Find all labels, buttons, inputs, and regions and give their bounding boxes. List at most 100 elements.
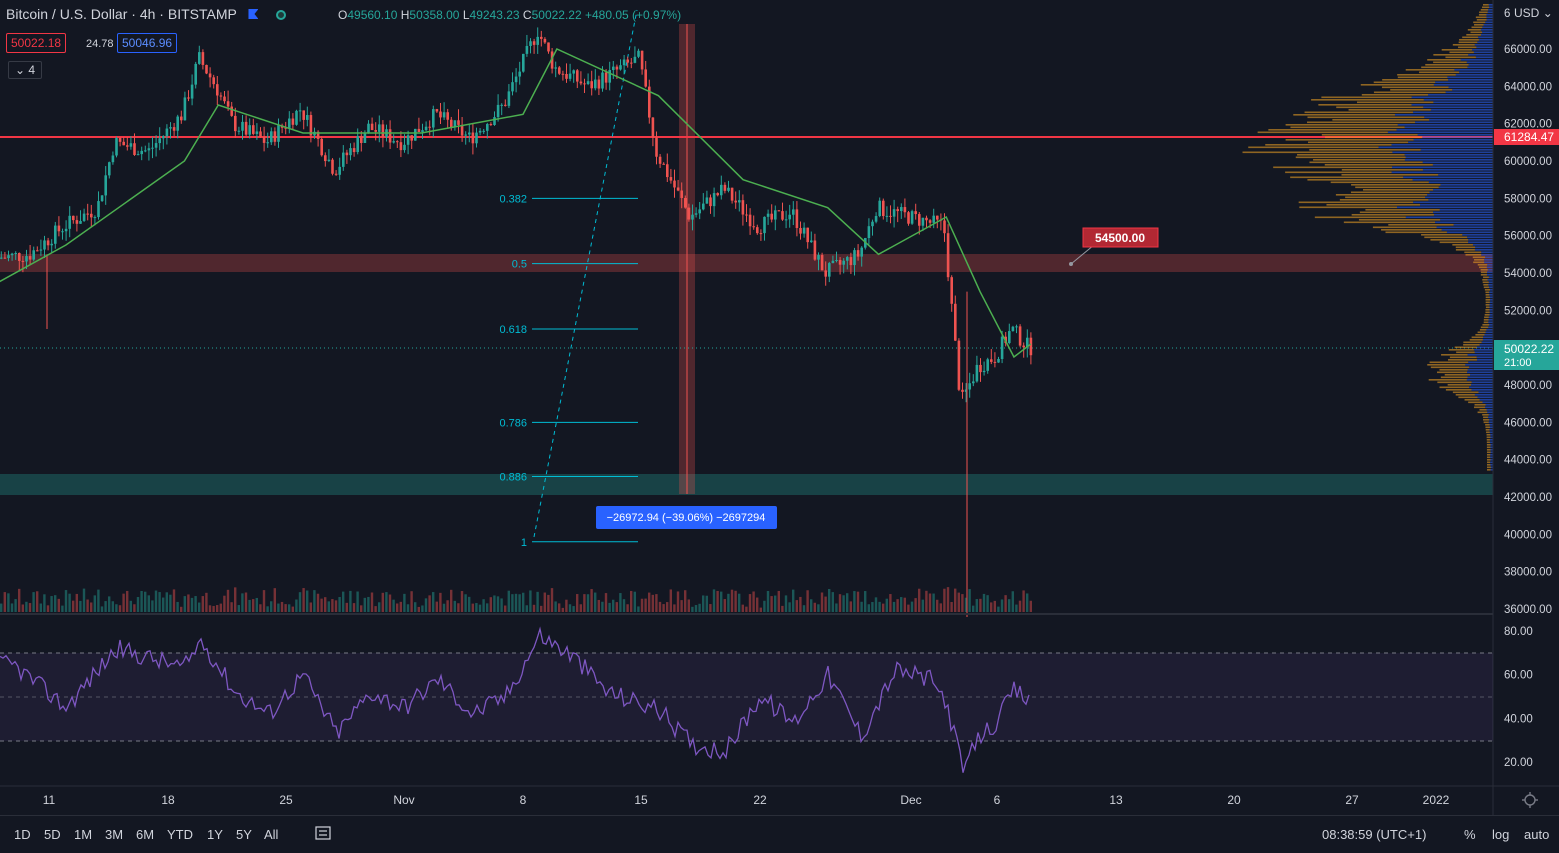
- candle-body: [946, 233, 950, 278]
- price-axis[interactable]: 66000.00 64000.00 62000.00 60000.00 58000.00…: [1504, 8, 1552, 616]
- candle-body: [997, 358, 1000, 363]
- volume-bar: [788, 602, 791, 612]
- volume-bar: [97, 589, 100, 612]
- range-button-5d[interactable]: 5D: [44, 827, 61, 842]
- candle-body: [853, 250, 856, 266]
- candle-body: [662, 163, 665, 165]
- range-button-1d[interactable]: 1D: [14, 827, 31, 842]
- volume-bar: [421, 605, 424, 612]
- sell-price-button[interactable]: 50022.18: [6, 33, 67, 53]
- candle-body: [604, 72, 608, 83]
- volume-bar: [190, 597, 194, 612]
- volume-bar: [72, 600, 75, 612]
- log-toggle[interactable]: log: [1492, 827, 1510, 842]
- candle-body: [518, 71, 521, 77]
- support-zone[interactable]: [0, 474, 1493, 495]
- profile-sell-bar: [1351, 184, 1441, 186]
- time-axis[interactable]: 11 18 25 Nov 8 15 22 Dec 6 13 20 27 2022: [43, 793, 1450, 807]
- interval-label[interactable]: 4h: [139, 6, 156, 22]
- compare-icon[interactable]: [315, 826, 331, 840]
- candle-body: [637, 50, 640, 57]
- volume-bar: [266, 606, 269, 612]
- volume-bar: [248, 599, 251, 612]
- profile-sell-bar: [1466, 34, 1481, 36]
- candle-body: [205, 64, 208, 74]
- range-button-1y[interactable]: 1Y: [207, 827, 223, 842]
- volume-bar: [928, 593, 932, 612]
- auto-scale-toggle[interactable]: auto: [1524, 827, 1550, 842]
- profile-buy-bar: [1487, 269, 1493, 271]
- candle-body: [1018, 326, 1022, 346]
- volume-bar: [129, 600, 132, 612]
- volume-bar: [399, 601, 402, 612]
- resistance-zone[interactable]: [0, 254, 1493, 272]
- profile-buy-bar: [1471, 389, 1493, 391]
- profile-buy-bar: [1487, 279, 1493, 281]
- volume-bar: [234, 587, 237, 612]
- range-button-ytd[interactable]: YTD: [167, 827, 193, 842]
- symbol-name[interactable]: Bitcoin / U.S. Dollar: [6, 6, 128, 22]
- range-button-6m[interactable]: 6M: [136, 827, 155, 842]
- percent-toggle[interactable]: %: [1464, 827, 1476, 842]
- profile-sell-bar: [1483, 416, 1489, 419]
- volume-bar: [799, 596, 802, 612]
- candle-body: [18, 252, 21, 261]
- volume-bar: [867, 604, 870, 612]
- profile-buy-bar: [1436, 226, 1493, 229]
- price-alert-label-bg[interactable]: [1082, 227, 1159, 248]
- candle-body: [511, 82, 514, 92]
- volume-bar: [543, 592, 546, 612]
- currency-selector[interactable]: USD ⌄: [1512, 6, 1555, 20]
- candle-body: [0, 257, 3, 259]
- fib-trend-line[interactable]: [533, 9, 638, 538]
- volume-bar: [619, 593, 622, 612]
- range-button-5y[interactable]: 5Y: [236, 827, 252, 842]
- profile-buy-bar: [1488, 281, 1493, 284]
- candle-body: [1022, 345, 1025, 348]
- volume-bar: [853, 591, 856, 612]
- profile-sell-bar: [1486, 459, 1491, 461]
- range-button-3m[interactable]: 3M: [105, 827, 124, 842]
- rsi-line[interactable]: [0, 626, 1030, 773]
- profile-sell-bar: [1486, 461, 1491, 464]
- market-status-icon[interactable]: [276, 10, 287, 20]
- candle-body: [25, 256, 28, 262]
- moving-average-line[interactable]: [0, 48, 1032, 359]
- candle-body: [320, 138, 323, 156]
- profile-buy-bar: [1488, 416, 1493, 419]
- candle-body: [457, 120, 460, 125]
- candle-body: [270, 131, 273, 143]
- profile-sell-bar: [1483, 286, 1490, 289]
- symbol-legend[interactable]: Bitcoin / U.S. Dollar · 4h · BITSTAMP: [6, 6, 287, 22]
- candle-body: [770, 213, 773, 220]
- candle-body: [741, 200, 745, 215]
- range-button-all[interactable]: All: [264, 827, 279, 842]
- profile-buy-bar: [1489, 311, 1493, 314]
- price-series[interactable]: [0, 27, 1033, 617]
- price-tick: 38000.00: [1504, 567, 1552, 579]
- rsi-axis[interactable]: 80.00 60.00 40.00 20.00: [1504, 626, 1533, 769]
- profile-sell-bar: [1480, 326, 1489, 329]
- candle-body: [680, 190, 683, 198]
- flag-icon[interactable]: [248, 9, 259, 19]
- axis-settings-gear-icon[interactable]: [1522, 792, 1538, 808]
- profile-sell-bar: [1483, 319, 1489, 321]
- range-button-1m[interactable]: 1M: [74, 827, 93, 842]
- profile-buy-bar: [1470, 374, 1493, 376]
- clock-timezone[interactable]: 08:38:59 (UTC+1): [1322, 827, 1427, 842]
- volume-bar: [885, 598, 888, 612]
- time-tick: 25: [279, 793, 293, 807]
- profile-buy-bar: [1413, 139, 1493, 141]
- profile-sell-bar: [1485, 291, 1490, 294]
- indicators-toggle[interactable]: ⌄ 4: [8, 61, 43, 79]
- buy-price-button[interactable]: 50046.96: [117, 33, 178, 53]
- profile-sell-bar: [1444, 374, 1471, 376]
- volume-bar: [201, 596, 204, 612]
- profile-sell-bar: [1428, 379, 1467, 381]
- volume-bar: [529, 590, 532, 612]
- fib-retracement[interactable]: 0.382 0.5 0.618 0.786 0.886 1: [499, 193, 638, 549]
- candle-body: [979, 364, 982, 373]
- profile-sell-bar: [1358, 219, 1441, 221]
- volume-bar: [640, 598, 644, 612]
